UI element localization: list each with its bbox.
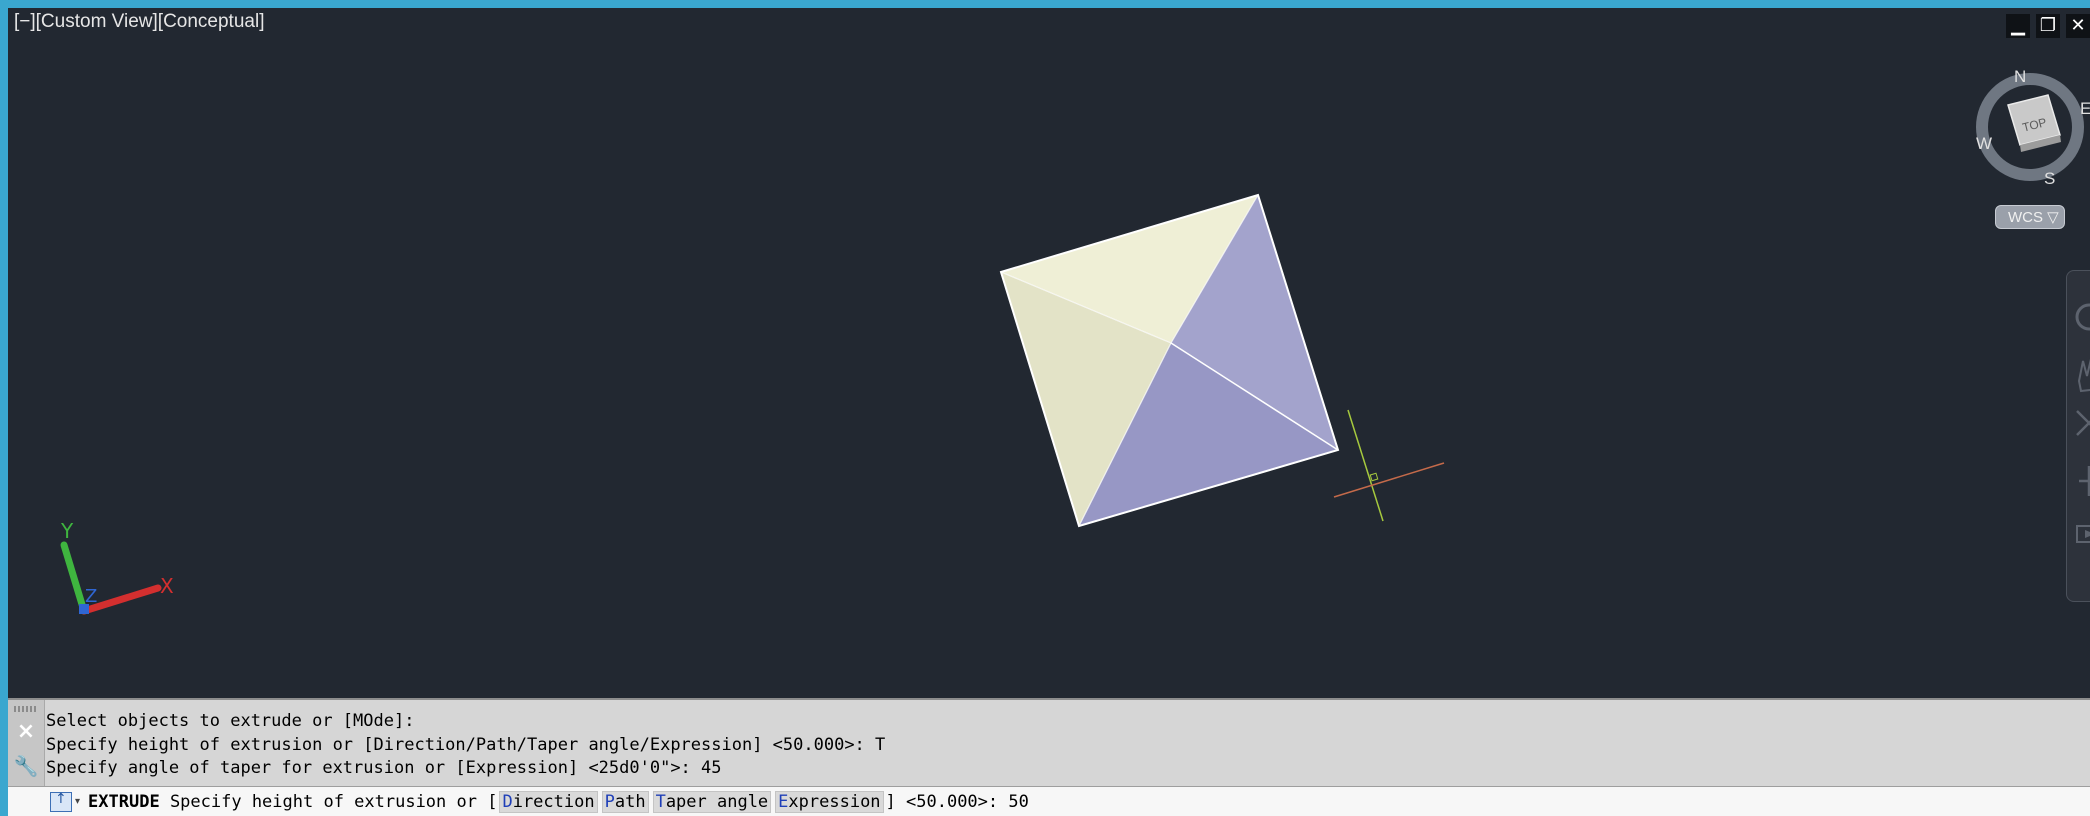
recent-commands-icon[interactable]	[50, 791, 72, 812]
pyramid-face-bottom	[1079, 343, 1338, 526]
command-typed-value[interactable]: 50	[1008, 791, 1029, 812]
viewcube-face-label: TOP	[2021, 115, 2048, 134]
active-command-name: EXTRUDE	[88, 791, 160, 812]
history-line: Specify height of extrusion or [Directio…	[46, 734, 886, 755]
command-default-value: ] <50.000>:	[885, 791, 999, 812]
viewcube[interactable]: TOP N S E W	[1976, 67, 2090, 188]
ucs-x-axis	[80, 584, 162, 615]
close-icon[interactable]: ×	[16, 719, 36, 744]
compass-north[interactable]: N	[2014, 67, 2026, 86]
ucs-z-label: Z	[85, 586, 97, 607]
play-icon	[2085, 530, 2090, 538]
ucs-origin	[79, 604, 89, 614]
pan-hand-icon[interactable]	[2077, 358, 2090, 393]
pyramid-edge	[1078, 342, 1172, 527]
drag-handle[interactable]	[14, 706, 38, 712]
option-expression[interactable]: Expression	[775, 790, 884, 813]
pyramid-edge	[1000, 271, 1172, 344]
showmotion-icon[interactable]	[2076, 525, 2090, 543]
command-history: Select objects to extrude or [MOde]: Spec…	[46, 710, 885, 781]
pyramid-face-top	[1001, 195, 1258, 343]
compass-south[interactable]: S	[2044, 169, 2055, 188]
ucs-icon[interactable]: Y Z X	[60, 519, 174, 615]
ucs-y-label: Y	[60, 519, 74, 543]
option-direction[interactable]: Direction	[499, 790, 598, 813]
steering-wheel-icon[interactable]	[2075, 303, 2090, 331]
pyramid-face-right	[1171, 195, 1338, 450]
crosshair-cursor	[1333, 409, 1445, 522]
minimize-icon[interactable]: ▁	[2006, 14, 2030, 38]
orbit-icon[interactable]	[2079, 466, 2090, 496]
drawing-viewport[interactable]: [−][Custom View][Conceptual] ▁ ❐ ✕	[8, 8, 2090, 698]
viewport-controls-label[interactable]: [−][Custom View][Conceptual]	[14, 11, 265, 32]
ucs-x-label: X	[160, 574, 174, 598]
compass-west[interactable]: W	[1976, 134, 1992, 153]
command-input[interactable]: ▾ EXTRUDE Specify height of extrusion or …	[8, 786, 2090, 816]
pyramid-face-left	[1001, 272, 1171, 526]
command-prompt: Specify height of extrusion or [	[169, 791, 498, 812]
wrench-icon[interactable]: 🔧	[13, 754, 39, 778]
pyramid-edge	[1170, 342, 1339, 451]
restore-icon[interactable]: ❐	[2036, 14, 2060, 38]
ucs-y-axis	[60, 541, 88, 615]
viewport-window-controls: ▁ ❐ ✕	[2006, 14, 2090, 38]
viewcube-front-face[interactable]	[2020, 135, 2061, 152]
history-line: Select objects to extrude or [MOde]:	[46, 711, 415, 731]
chevron-down-icon[interactable]: ▾	[75, 796, 81, 807]
navigation-bar[interactable]	[2066, 270, 2090, 602]
pyramid-edge	[1170, 194, 1259, 344]
option-path[interactable]: Path	[601, 790, 649, 813]
command-line-sidebar: × 🔧	[8, 700, 45, 786]
wcs-dropdown[interactable]: WCS ▽	[1995, 205, 2065, 229]
command-line-window: × 🔧 Select objects to extrude or [MOde]:…	[8, 698, 2090, 816]
option-taper-angle[interactable]: Taper angle	[652, 790, 772, 813]
compass-east[interactable]: E	[2080, 99, 2090, 118]
pyramid-solid[interactable]	[999, 193, 1340, 528]
viewcube-compass-ring	[1976, 73, 2084, 181]
close-icon[interactable]: ✕	[2066, 14, 2090, 38]
history-line: Specify angle of taper for extrusion or …	[46, 758, 722, 778]
model-space-canvas: Y Z X TOP N S E W	[60, 67, 2090, 615]
zoom-extents-icon[interactable]	[2076, 410, 2090, 436]
